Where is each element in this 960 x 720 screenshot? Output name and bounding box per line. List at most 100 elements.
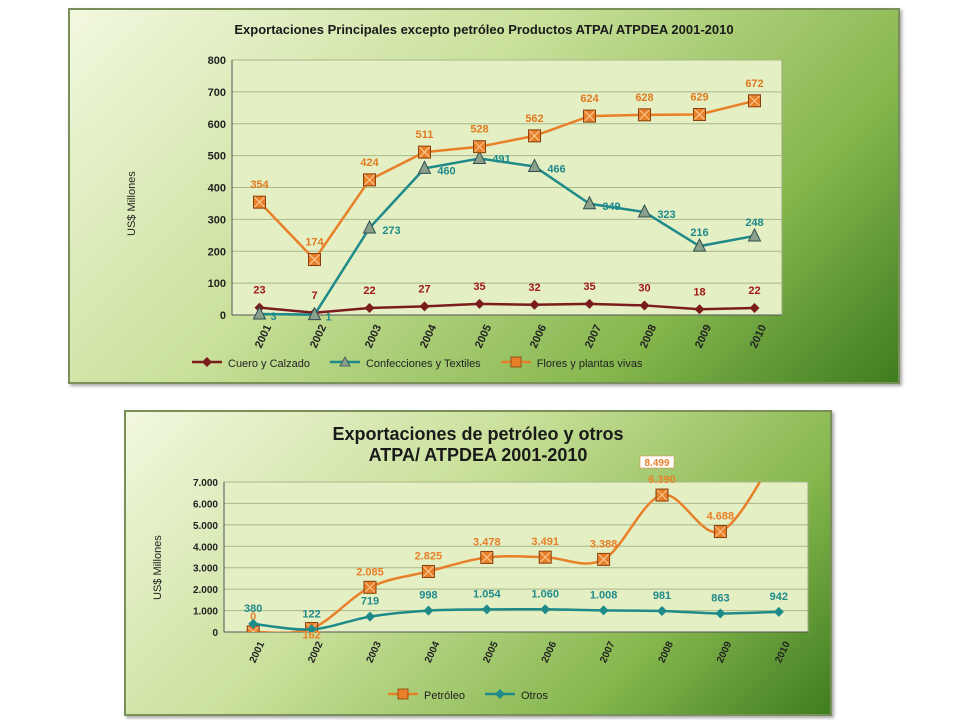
data-point [692, 238, 707, 252]
data-point [419, 301, 430, 312]
legend-marker-otros [484, 688, 515, 703]
series-flores-y-plantas-vivas [253, 94, 761, 267]
data-point-highlight [639, 109, 650, 121]
data-point [529, 299, 540, 310]
x-tick-label: 2005 [473, 323, 494, 350]
x-tick-label: 2002 [308, 323, 329, 350]
data-point [306, 624, 317, 632]
series-otros [248, 604, 784, 632]
data-label: 1.054 [473, 588, 501, 600]
annotation-box [639, 455, 675, 469]
annotation-8499: 8.499 [639, 455, 675, 469]
y-tick-label: 6.000 [193, 499, 218, 510]
chart-title: Exportaciones Principales excepto petról… [234, 22, 734, 37]
data-label: 719 [361, 596, 379, 608]
legend-label: Otros [520, 689, 548, 702]
data-label: 1.008 [590, 589, 618, 601]
data-label: 3 [270, 311, 276, 323]
data-point [248, 618, 259, 629]
data-point-highlight [539, 551, 551, 563]
data-point-highlight [474, 141, 485, 153]
data-point [598, 605, 609, 616]
data-point [715, 608, 726, 619]
data-point-highlight [529, 130, 540, 142]
data-label: 863 [711, 593, 729, 605]
data-point [472, 150, 487, 164]
data-point [527, 158, 542, 172]
data-label: 22 [748, 285, 760, 297]
data-point [749, 302, 760, 313]
y-tick-label: 2.000 [193, 585, 218, 596]
chart-legend: Petróleo Otros [388, 688, 562, 703]
data-point [423, 605, 434, 616]
data-label: 273 [382, 225, 400, 237]
legend-marker-petroleo [388, 688, 418, 703]
data-label: 562 [525, 113, 543, 125]
data-label: 35 [473, 281, 485, 293]
data-point [252, 305, 267, 320]
y-tick-label: 7.000 [193, 478, 218, 489]
data-point-highlight [656, 489, 668, 501]
data-label: 30 [638, 282, 650, 294]
data-label: 18 [693, 286, 705, 298]
x-tick-label: 2009 [715, 640, 735, 665]
x-tick-label: 2003 [365, 640, 385, 665]
data-label: 0 [250, 611, 256, 623]
legend-item: Confecciones y Textiles [329, 356, 481, 371]
x-tick-label: 2006 [540, 640, 560, 665]
y-tick-label: 400 [208, 183, 226, 195]
x-tick-label: 2003 [363, 323, 384, 350]
data-label: 7 [311, 290, 317, 302]
data-point-highlight [364, 581, 376, 593]
data-label: 3.388 [590, 538, 618, 550]
x-tick-label: 2009 [693, 323, 714, 350]
data-label: 174 [305, 237, 324, 249]
y-tick-label: 500 [208, 151, 226, 163]
chart-svg: 0 100 200 300 400 500 600 700 800 2001 2002 2003 200… [208, 55, 783, 350]
data-point [365, 611, 375, 622]
data-label: 1.060 [531, 588, 559, 600]
data-point [582, 195, 597, 210]
data-label: 3.478 [473, 536, 501, 548]
data-point [417, 160, 432, 174]
chart-panel-non-oil: Exportaciones Principales excepto petról… [68, 8, 900, 384]
data-point [639, 300, 650, 311]
legend-marker-flores [500, 356, 531, 371]
y-tick-label: 0 [220, 310, 226, 322]
data-point [362, 219, 377, 234]
data-point [657, 605, 667, 616]
y-tick-label: 300 [208, 214, 226, 226]
y-tick-label: 100 [208, 278, 226, 290]
data-point-highlight [584, 110, 595, 122]
data-label: 998 [419, 590, 437, 602]
data-label: 981 [653, 590, 671, 602]
data-label: 380 [244, 603, 262, 615]
data-label: 323 [657, 209, 675, 221]
data-point [694, 304, 705, 315]
x-tick-label: 2006 [528, 323, 549, 350]
legend-item: Cuero y Calzado [192, 356, 310, 371]
data-label: 349 [602, 201, 620, 213]
data-label: 1 [325, 312, 331, 324]
x-tick-label: 2005 [481, 640, 501, 665]
y-tick-label: 4.000 [193, 542, 218, 553]
legend-item: Flores y plantas vivas [500, 356, 642, 371]
y-tick-label: 600 [208, 119, 226, 131]
data-point [481, 604, 492, 615]
x-tick-label: 2002 [306, 640, 326, 665]
data-point [307, 306, 322, 321]
data-label: 216 [690, 227, 708, 239]
data-point-highlight [419, 146, 430, 158]
series-line [258, 99, 755, 262]
x-tick-label: 2008 [657, 640, 677, 665]
data-point-highlight [694, 109, 705, 120]
chart-legend: Cuero y Calzado Confecciones y Textiles … [192, 356, 656, 371]
data-point-highlight [247, 626, 259, 632]
annotation-label: 8.499 [644, 458, 669, 469]
series-line [253, 607, 779, 631]
data-label: 466 [547, 163, 565, 175]
data-point [540, 604, 551, 615]
legend-item: Petróleo [388, 688, 465, 703]
data-point-highlight [481, 552, 493, 563]
data-label: 672 [745, 78, 763, 90]
